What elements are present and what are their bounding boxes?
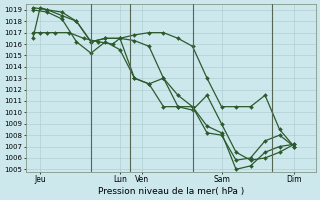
X-axis label: Pression niveau de la mer( hPa ): Pression niveau de la mer( hPa ): [98, 187, 244, 196]
